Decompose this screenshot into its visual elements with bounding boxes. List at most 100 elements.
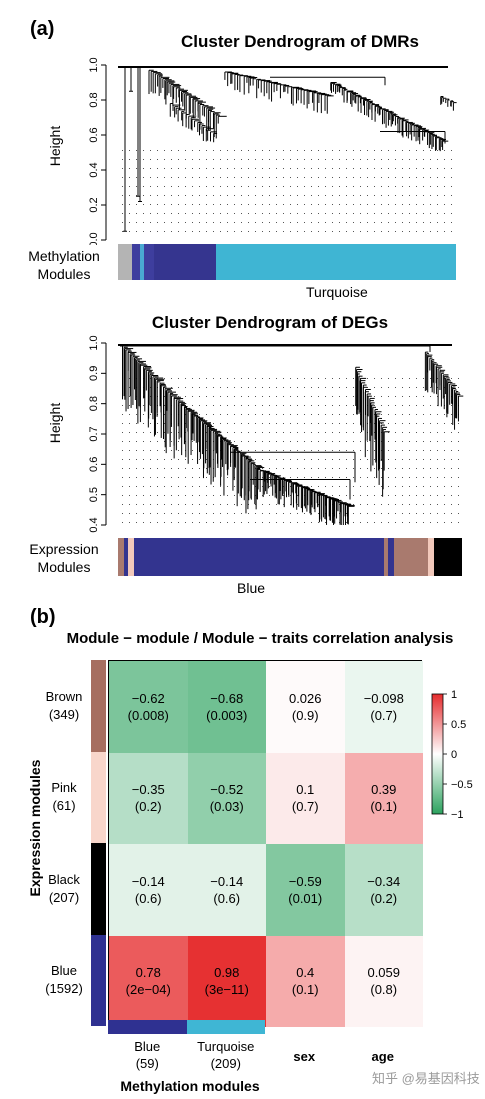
- dot: [388, 387, 389, 388]
- dot: [346, 396, 347, 397]
- dot: [458, 504, 459, 505]
- dot: [248, 423, 249, 424]
- dot: [423, 159, 424, 160]
- dot: [360, 450, 361, 451]
- dot: [451, 150, 452, 151]
- dot: [220, 405, 221, 406]
- y-tick-label-group: 0.8: [88, 396, 100, 411]
- y-tick-label-group: 1.0: [88, 57, 100, 72]
- dot: [129, 204, 130, 205]
- dot: [430, 432, 431, 433]
- dot: [430, 231, 431, 232]
- dot: [241, 450, 242, 451]
- row-label-count: (1592): [45, 981, 83, 997]
- dot: [227, 195, 228, 196]
- dot: [430, 477, 431, 478]
- dot: [416, 468, 417, 469]
- dot: [304, 432, 305, 433]
- dot: [171, 231, 172, 232]
- dot: [360, 432, 361, 433]
- dot: [353, 432, 354, 433]
- dot: [262, 222, 263, 223]
- dot: [395, 186, 396, 187]
- cell-value: −0.14: [131, 873, 165, 889]
- dot: [122, 468, 123, 469]
- column-label-name: sex: [293, 1049, 316, 1064]
- dot: [185, 195, 186, 196]
- dot: [325, 387, 326, 388]
- dot: [206, 177, 207, 178]
- dot: [409, 150, 410, 151]
- dot: [318, 231, 319, 232]
- dot: [381, 186, 382, 187]
- dot: [164, 396, 165, 397]
- dot: [430, 378, 431, 379]
- dot: [458, 423, 459, 424]
- dot: [262, 414, 263, 415]
- row-label-count: (349): [48, 706, 80, 722]
- dot: [150, 486, 151, 487]
- dot: [199, 477, 200, 478]
- dot: [437, 396, 438, 397]
- cell-pvalue: (0.6): [134, 890, 162, 906]
- dot: [318, 159, 319, 160]
- dot: [430, 222, 431, 223]
- dot: [437, 186, 438, 187]
- dot: [283, 450, 284, 451]
- dot: [171, 195, 172, 196]
- dot: [402, 159, 403, 160]
- dot: [213, 495, 214, 496]
- dot: [437, 405, 438, 406]
- dot: [388, 378, 389, 379]
- dot: [164, 522, 165, 523]
- dot: [157, 186, 158, 187]
- dot: [136, 513, 137, 514]
- dot: [283, 432, 284, 433]
- dot: [437, 195, 438, 196]
- dot: [311, 486, 312, 487]
- dot: [164, 222, 165, 223]
- dot: [423, 513, 424, 514]
- dot: [199, 459, 200, 460]
- dot: [416, 486, 417, 487]
- dot: [276, 522, 277, 523]
- dot: [290, 213, 291, 214]
- dot: [192, 405, 193, 406]
- panel-b-label: (b): [30, 606, 56, 628]
- dot: [437, 378, 438, 379]
- dot: [171, 159, 172, 160]
- dot: [192, 204, 193, 205]
- dot: [402, 213, 403, 214]
- dot: [290, 405, 291, 406]
- dot: [311, 159, 312, 160]
- dot: [192, 441, 193, 442]
- dot: [227, 396, 228, 397]
- dot: [241, 405, 242, 406]
- dot: [171, 468, 172, 469]
- dot: [220, 159, 221, 160]
- dot: [374, 522, 375, 523]
- dot: [276, 159, 277, 160]
- dot: [304, 213, 305, 214]
- dot: [325, 177, 326, 178]
- dot: [458, 495, 459, 496]
- dot: [206, 513, 207, 514]
- dot: [353, 396, 354, 397]
- y-tick-label-group: 0.4: [88, 517, 100, 532]
- dot: [430, 177, 431, 178]
- dot: [325, 168, 326, 169]
- dot: [381, 222, 382, 223]
- heatmap-ylabel-box: Expression modules: [0, 760, 110, 897]
- dot: [192, 522, 193, 523]
- dot: [409, 177, 410, 178]
- dot: [150, 522, 151, 523]
- dot: [290, 396, 291, 397]
- dot: [409, 204, 410, 205]
- dot: [318, 222, 319, 223]
- dot: [437, 450, 438, 451]
- dot: [339, 405, 340, 406]
- dot: [234, 486, 235, 487]
- dot: [199, 168, 200, 169]
- dot: [423, 231, 424, 232]
- dot: [451, 495, 452, 496]
